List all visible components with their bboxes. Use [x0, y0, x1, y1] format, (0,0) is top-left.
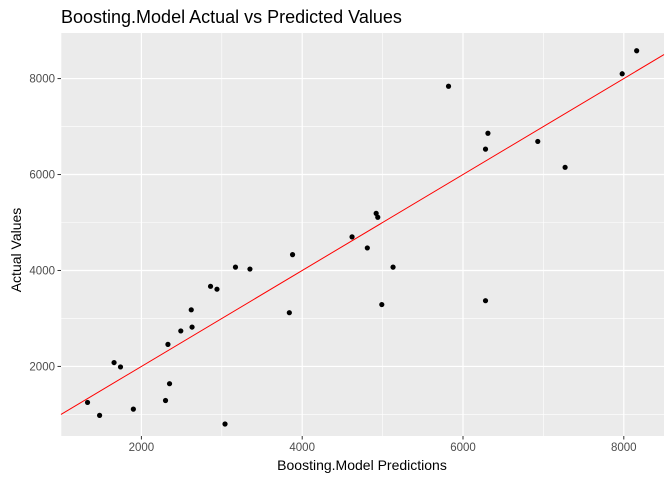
y-tick-label: 2000: [29, 361, 55, 373]
data-point: [485, 130, 491, 136]
x-axis-label: Boosting.Model Predictions: [277, 457, 447, 473]
y-axis-label: Actual Values: [8, 208, 24, 293]
x-tick-label: 6000: [450, 442, 476, 454]
data-point: [349, 234, 355, 240]
data-point: [286, 310, 292, 316]
data-point: [390, 264, 396, 270]
data-point: [562, 164, 568, 170]
data-points: [84, 48, 640, 427]
data-point: [535, 138, 541, 145]
y-axis-ticks: 2000 4000 6000 8000: [29, 74, 61, 373]
data-point: [207, 283, 214, 289]
data-point: [130, 406, 136, 412]
data-point: [117, 364, 124, 370]
y-tick-label: 4000: [29, 265, 55, 277]
data-point: [189, 324, 195, 330]
data-point: [482, 298, 489, 304]
major-gridlines: [61, 33, 664, 436]
x-tick-label: 2000: [129, 442, 155, 454]
data-point: [232, 264, 239, 270]
data-point: [445, 83, 452, 89]
data-point: [166, 381, 173, 387]
data-point: [84, 399, 91, 406]
y-tick-label: 8000: [29, 74, 55, 86]
data-point: [165, 341, 171, 347]
data-point: [634, 48, 640, 54]
y-tick-label: 6000: [29, 170, 55, 182]
data-point: [619, 71, 625, 77]
minor-gridlines: [60, 33, 664, 436]
data-point: [214, 286, 220, 292]
x-tick-label: 8000: [611, 442, 637, 454]
data-point: [482, 146, 489, 152]
data-point: [188, 307, 194, 313]
data-point: [111, 359, 117, 366]
data-point: [364, 245, 370, 251]
x-tick-label: 4000: [289, 442, 315, 454]
data-point: [289, 252, 296, 258]
identity-line: [60, 54, 665, 415]
data-point: [379, 301, 385, 308]
data-point: [375, 214, 381, 220]
data-point: [162, 397, 169, 404]
x-axis-ticks: 2000 4000 6000 8000: [129, 436, 637, 454]
chart-title: Boosting.Model Actual vs Predicted Value…: [61, 7, 402, 27]
data-point: [178, 328, 184, 334]
data-point: [247, 266, 253, 272]
data-point: [222, 421, 228, 427]
data-point: [96, 412, 103, 418]
